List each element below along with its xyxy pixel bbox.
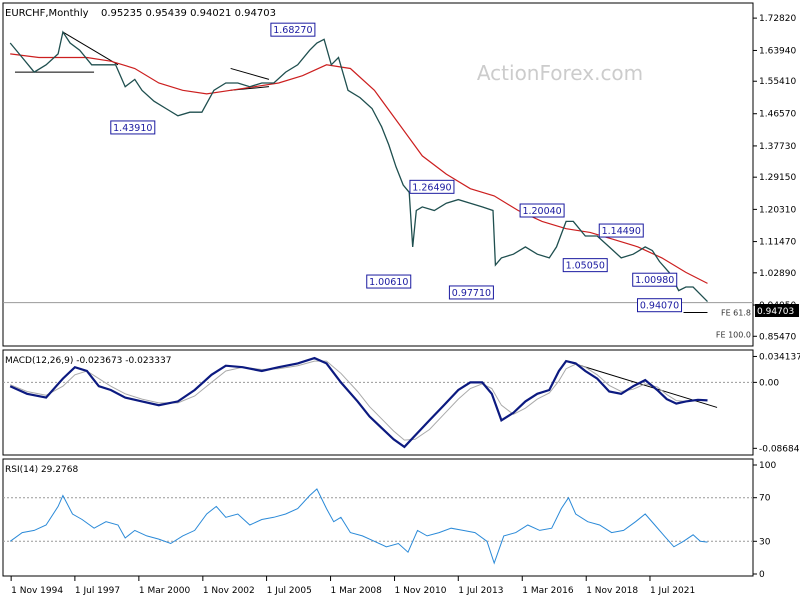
price-annotation-label: 0.94070 <box>640 301 679 312</box>
price-line <box>9 30 708 303</box>
price-trendline <box>62 31 119 66</box>
macd-label: MACD(12,26,9) -0.023673 -0.023337 <box>5 356 171 366</box>
x-axis: 1 Nov 1994 1 Jul 1997 1 Mar 2000 1 Nov 2002… <box>10 576 695 596</box>
price-y-tick-label: 1.63940 <box>759 46 796 56</box>
rsi-y-tick-label: 0 <box>759 570 765 580</box>
x-tick-label: 1 Nov 2018 <box>586 586 638 596</box>
price-annotation-label: 0.97710 <box>452 288 491 299</box>
price-annotation-box <box>562 258 608 273</box>
ohlc-label: 0.95235 0.95439 0.94021 0.94703 <box>101 8 276 19</box>
x-tick-label: 1 Nov 2010 <box>395 586 447 596</box>
price-annotation-label: 1.14490 <box>602 226 641 237</box>
price-annotation: 0.94070 <box>637 298 683 313</box>
price-y-tick-label: 1.46570 <box>759 110 796 120</box>
price-panel: EURCHF,Monthly 0.95235 0.95439 0.94021 0… <box>2 2 799 347</box>
price-y-tick-label: 1.37730 <box>759 142 796 152</box>
price-annotation: 0.97710 <box>448 285 494 300</box>
price-y-tick-label: 1.55410 <box>759 77 796 87</box>
price-annotation-label: 1.00980 <box>635 275 674 286</box>
price-annotation-box <box>632 272 678 287</box>
price-annotation: 1.00980 <box>632 272 678 287</box>
price-y-tick-label: 1.20310 <box>759 205 796 215</box>
price-annotation: 1.68270 <box>270 22 316 37</box>
rsi-level-lines <box>3 497 753 542</box>
rsi-y-axis: 100 70 30 0 <box>753 461 776 580</box>
price-annotation-box <box>270 22 316 37</box>
price-annotation-box <box>409 179 455 194</box>
price-annotation-box <box>598 223 644 238</box>
price-panel-frame <box>2 2 754 347</box>
price-annotation-label: 1.26490 <box>412 182 451 193</box>
x-tick-label: 1 Mar 2008 <box>331 586 383 596</box>
price-trendline <box>230 67 270 80</box>
price-y-tick-label: 1.72820 <box>759 14 796 24</box>
x-tick-label: 1 Jul 2021 <box>650 586 695 596</box>
price-annotation-box <box>110 120 156 135</box>
last-price-tag-bg <box>755 304 799 317</box>
price-annotation: 1.26490 <box>409 179 455 194</box>
x-tick-label: 1 Jul 1997 <box>75 586 120 596</box>
rsi-label: RSI(14) 29.2768 <box>5 465 78 475</box>
fe-label: FE 61.8 <box>721 308 751 317</box>
rsi-y-tick-label: 30 <box>759 537 771 547</box>
macd-panel: MACD(12,26,9) -0.023673 -0.023337 0.0341… <box>2 349 800 456</box>
macd-y-axis: 0.034137 0.00 -0.086849 <box>3 352 800 454</box>
x-tick-label: 1 Mar 2016 <box>522 586 574 596</box>
price-y-tick-label: 0.85470 <box>759 332 796 342</box>
price-annotation-box <box>448 285 494 300</box>
rsi-line <box>9 488 708 565</box>
price-annotation-label: 1.68270 <box>273 25 312 36</box>
price-annotation: 1.43910 <box>110 120 156 135</box>
x-tick-label: 1 Jul 2013 <box>458 586 503 596</box>
fibonacci-extension-labels: FE 61.8 FE 100.0 <box>716 308 751 339</box>
rsi-panel-frame <box>2 458 754 577</box>
x-tick-label: 1 Nov 2002 <box>203 586 255 596</box>
price-annotation: 1.05050 <box>562 258 608 273</box>
x-tick-label: 1 Mar 2000 <box>139 586 191 596</box>
rsi-y-tick-label: 100 <box>759 461 776 471</box>
price-annotations: 1.68270 1.43910 1.26490 1.00610 0.97710 1.200… <box>110 22 683 313</box>
x-tick-label: 1 Nov 1994 <box>11 586 63 596</box>
symbol-label: EURCHF,Monthly <box>5 8 89 19</box>
price-y-tick-label: 1.02890 <box>759 269 796 279</box>
x-tick-label: 1 Jul 2005 <box>267 586 312 596</box>
price-annotation: 1.20040 <box>519 203 565 218</box>
price-annotation-box <box>366 274 412 289</box>
price-y-tick-label: 1.11470 <box>759 238 796 248</box>
price-annotation: 1.14490 <box>598 223 644 238</box>
macd-panel-frame <box>2 349 754 456</box>
moving-average-line <box>10 53 708 284</box>
macd-y-tick-label: 0.00 <box>759 378 779 388</box>
price-annotation-label: 1.43910 <box>113 123 152 134</box>
fe-label: FE 100.0 <box>716 330 751 339</box>
price-annotation-box <box>637 298 683 313</box>
macd-y-tick-label: -0.086849 <box>759 444 800 454</box>
rsi-panel: RSI(14) 29.2768 100 70 30 0 <box>2 458 776 580</box>
macd-line <box>9 356 708 449</box>
price-annotation-label: 1.05050 <box>566 261 605 272</box>
last-price-tag: 0.94703 <box>757 307 794 317</box>
price-annotation-label: 1.20040 <box>522 206 561 217</box>
price-y-tick-label: 1.29150 <box>759 173 796 183</box>
price-trendlines <box>14 31 708 313</box>
price-annotation: 1.00610 <box>366 274 412 289</box>
price-annotation-label: 1.00610 <box>369 277 408 288</box>
macd-y-tick-label: 0.034137 <box>759 352 800 362</box>
price-annotation-box <box>519 203 565 218</box>
rsi-y-tick-label: 70 <box>759 494 771 504</box>
watermark: ActionForex.com <box>477 61 643 85</box>
